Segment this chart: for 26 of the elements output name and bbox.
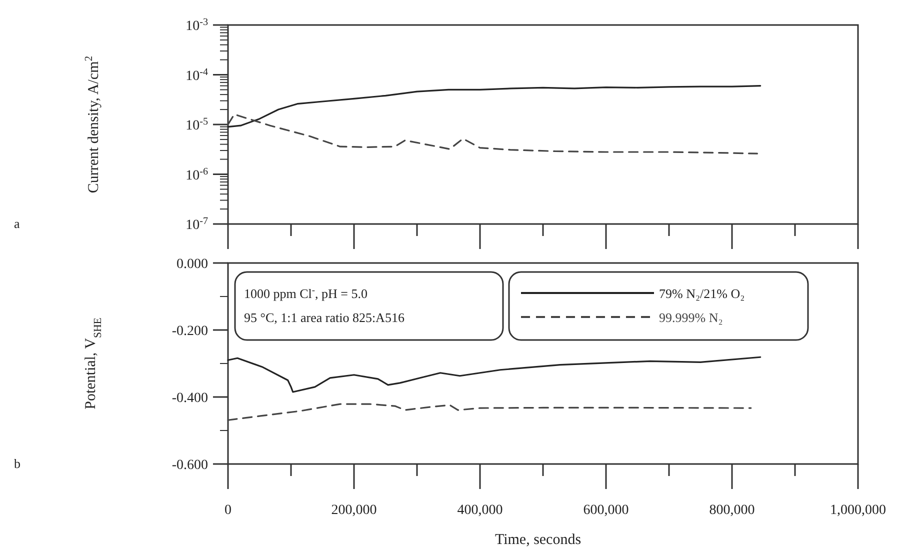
x-tick-label: 400,000 <box>457 503 503 518</box>
text: a <box>14 216 20 231</box>
x-tick-label: 1,000,000 <box>830 503 886 518</box>
y-tick-label: 0.000 <box>176 257 208 272</box>
x-tick-label: 600,000 <box>583 503 629 518</box>
y-tick-label: -0.600 <box>172 458 208 473</box>
x-tick-label: 800,000 <box>709 503 755 518</box>
x-tick-label: 0 <box>224 503 232 518</box>
y-tick-label: 10$^{-6}$ <box>186 166 208 184</box>
text: 99.999% N₂ <box>659 310 723 325</box>
annotation: 1000 ppm Cl$^{-}$, pH = 5.0 <box>244 286 368 301</box>
line-series <box>227 356 762 393</box>
text: 79% N₂/21% O₂ <box>659 286 745 301</box>
x-axis-title: Time, seconds <box>494 532 582 548</box>
y-tick-label: -0.200 <box>172 324 208 339</box>
text: b <box>14 456 20 471</box>
line-series <box>227 114 758 154</box>
y-tick-label: -0.400 <box>172 391 208 406</box>
y-tick-label: 10$^{-5}$ <box>186 116 208 134</box>
x-tick-label: 200,000 <box>331 503 377 518</box>
line-series <box>227 403 752 421</box>
y-tick-label: 10$^{-7}$ <box>186 216 208 233</box>
line-series <box>227 84 762 128</box>
y-tick-label: 10$^{-3}$ <box>186 16 208 34</box>
annotation: 95 °C, 1:1 area ratio 825:A516 <box>244 310 405 325</box>
y-tick-label: 10$^{-4}$ <box>186 66 208 84</box>
